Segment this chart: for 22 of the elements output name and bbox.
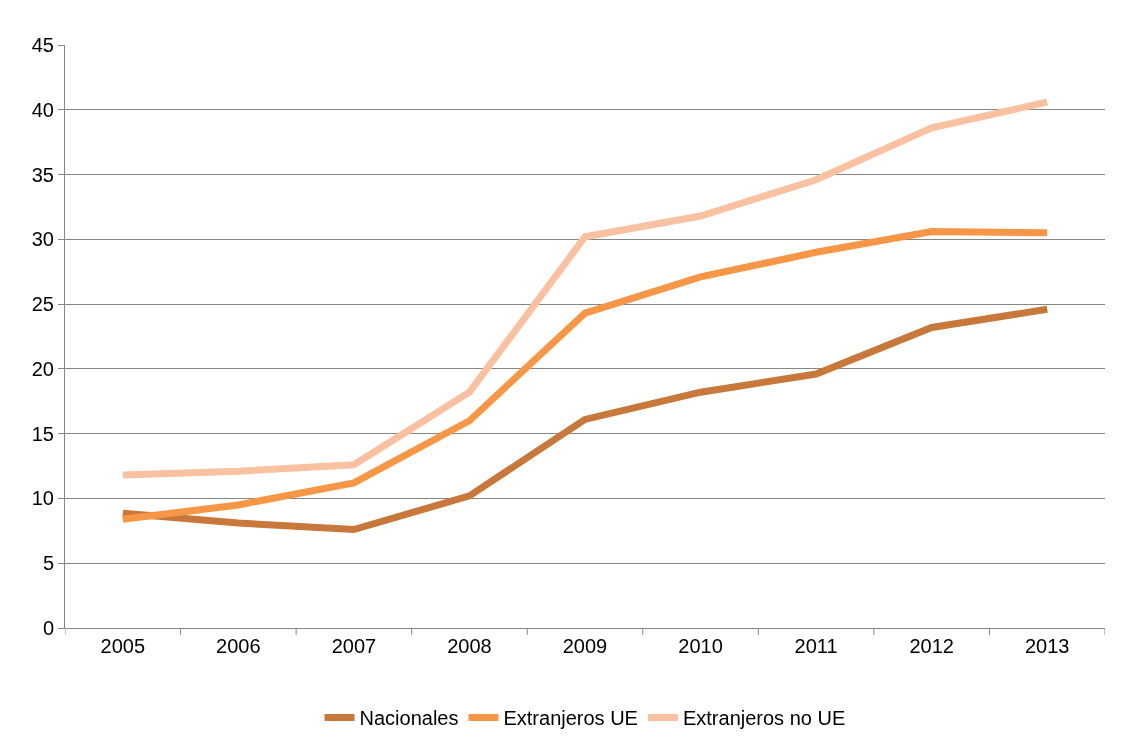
y-tick-label: 0 xyxy=(42,617,54,639)
x-tick-label: 2006 xyxy=(216,635,261,657)
x-tick-label: 2009 xyxy=(562,635,608,657)
y-tick-label: 30 xyxy=(31,228,54,251)
y-tick-label: 5 xyxy=(42,552,54,575)
y-tick-label: 10 xyxy=(31,487,54,510)
y-tick-label: 20 xyxy=(31,357,54,380)
x-tick-label: 2007 xyxy=(331,635,377,657)
x-tick-label: 2010 xyxy=(678,635,723,657)
x-tick-label: 2008 xyxy=(447,635,492,657)
y-tick-label: 45 xyxy=(31,34,54,56)
legend-label: Nacionales xyxy=(359,707,459,730)
y-tick-label: 25 xyxy=(31,293,54,316)
x-tick-label: 2013 xyxy=(1024,635,1070,657)
y-tick-label: 35 xyxy=(31,163,54,186)
x-tick-label: 2012 xyxy=(909,635,954,657)
x-tick-label: 2005 xyxy=(100,635,146,657)
y-tick-label: 15 xyxy=(31,422,54,445)
x-tick-label: 2011 xyxy=(794,635,838,657)
y-tick-label: 40 xyxy=(31,98,54,121)
legend-label: Extranjeros UE xyxy=(503,707,638,730)
legend-label: Extranjeros no UE xyxy=(682,707,846,730)
